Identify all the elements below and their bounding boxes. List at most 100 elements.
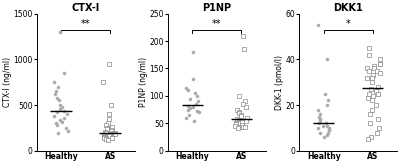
Point (192, 103, 199, 105)
Point (240, 34, 246, 37)
Point (320, 136, 327, 138)
Point (103, 137, 109, 139)
Point (57, 118, 63, 121)
Point (364, 67, 370, 70)
Point (195, 100, 202, 103)
Text: **: ** (81, 19, 90, 29)
Point (233, 108, 240, 111)
Point (242, 100, 248, 103)
Point (106, 117, 112, 120)
Point (187, 107, 194, 109)
Point (54, 96, 60, 99)
Point (108, 129, 114, 132)
Point (366, 69, 372, 72)
Point (236, 112, 242, 115)
Point (317, 113, 324, 115)
Point (191, 119, 197, 122)
Point (377, 63, 383, 65)
Point (366, 47, 372, 49)
Text: *: * (346, 19, 350, 29)
Point (240, 125, 246, 128)
Point (57, 107, 63, 110)
Point (326, 129, 332, 132)
Point (182, 86, 189, 89)
Point (53, 90, 59, 93)
Point (53, 122, 59, 125)
Point (58, 106, 65, 108)
Y-axis label: CTX-I (ng/ml): CTX-I (ng/ml) (3, 57, 12, 107)
Point (244, 117, 250, 119)
Point (370, 74, 377, 77)
Y-axis label: DKK-1 (pmol/l): DKK-1 (pmol/l) (275, 55, 284, 110)
Point (62, 127, 69, 129)
Point (192, 92, 198, 94)
Point (368, 88, 375, 90)
Point (196, 111, 202, 114)
Point (375, 85, 381, 88)
Point (366, 53, 372, 56)
Point (239, 124, 246, 126)
Point (185, 104, 191, 107)
Point (236, 120, 242, 123)
Point (55, 131, 62, 134)
Y-axis label: P1NP (ng/ml): P1NP (ng/ml) (139, 57, 148, 107)
Point (371, 67, 377, 70)
Point (100, 81, 106, 83)
Point (101, 135, 108, 138)
Point (234, 118, 240, 120)
Point (374, 131, 380, 134)
Point (369, 81, 375, 83)
Point (109, 128, 115, 131)
Point (105, 139, 111, 141)
Point (61, 110, 67, 113)
Point (375, 92, 381, 95)
Point (324, 104, 330, 106)
Point (238, 114, 244, 116)
Point (112, 133, 118, 136)
Point (185, 114, 192, 116)
Point (240, 103, 246, 105)
Point (52, 93, 58, 95)
Point (370, 95, 377, 97)
Point (368, 136, 374, 138)
Point (376, 127, 382, 129)
Point (364, 76, 370, 79)
Point (315, 122, 322, 125)
Point (107, 134, 114, 137)
Point (325, 131, 331, 134)
Title: CTX-I: CTX-I (72, 3, 100, 13)
Point (111, 132, 118, 134)
Point (60, 117, 67, 119)
Point (373, 90, 380, 93)
Point (190, 78, 197, 81)
Point (376, 58, 383, 61)
Point (369, 108, 375, 111)
Point (375, 117, 382, 120)
Point (190, 51, 196, 53)
Point (108, 104, 114, 106)
Point (107, 131, 114, 134)
Point (109, 126, 115, 128)
Point (103, 124, 109, 126)
Point (194, 95, 200, 97)
Point (106, 135, 112, 137)
Text: **: ** (212, 19, 222, 29)
Point (320, 124, 326, 127)
Point (326, 129, 332, 132)
Point (365, 97, 372, 100)
Point (51, 115, 58, 117)
Point (233, 123, 239, 126)
Point (106, 63, 112, 65)
Point (366, 113, 373, 115)
Point (236, 119, 243, 121)
Point (368, 99, 375, 102)
Point (102, 131, 109, 134)
Point (373, 104, 380, 106)
Point (184, 108, 191, 111)
Title: P1NP: P1NP (202, 3, 232, 13)
Point (112, 132, 119, 135)
Point (316, 117, 323, 120)
Point (374, 69, 380, 72)
Point (243, 119, 249, 122)
Point (54, 111, 60, 114)
